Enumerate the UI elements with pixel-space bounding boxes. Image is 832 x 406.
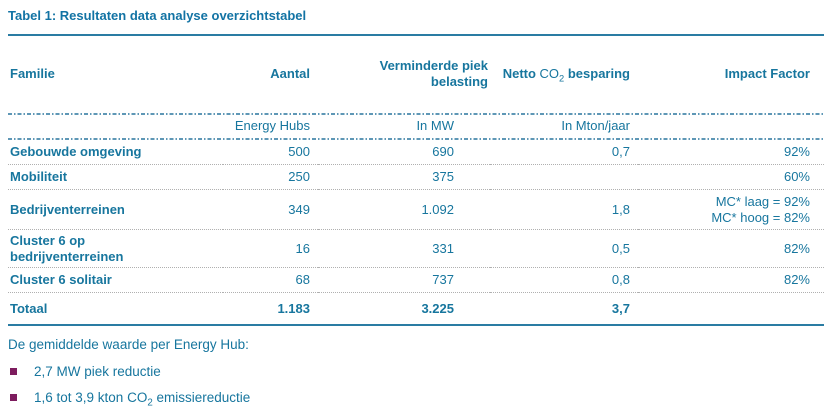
cell-count: 349 (223, 189, 318, 230)
dashdot-separator (8, 137, 824, 140)
cell-family: Mobiliteit (8, 164, 223, 190)
cell-co2: 1,8 (490, 189, 638, 230)
cell-family: Bedrijventerreinen (8, 189, 223, 230)
cell-peak: 331 (318, 229, 490, 268)
cell-peak: 690 (318, 140, 490, 165)
cell-count: 16 (223, 229, 318, 268)
unit-co2: In Mton/jaar (561, 118, 630, 134)
cell-family: Gebouwde omgeving (8, 140, 223, 165)
footer-notes: De gemiddelde waarde per Energy Hub: 2,7… (8, 337, 824, 406)
cell-count: 68 (223, 267, 318, 293)
dashdot-separator (8, 112, 824, 115)
cell-impact-total (638, 293, 824, 326)
list-item: 2,7 MW piek reductie (8, 363, 824, 380)
cell-impact: 60% (638, 164, 824, 190)
table-row: Gebouwde omgeving 500 690 0,7 92% (8, 140, 824, 165)
units-row: Energy Hubs In MW In Mton/jaar (8, 115, 824, 137)
col-header-family: Familie (10, 66, 55, 82)
col-header-co2: Netto CO2 besparing (502, 66, 630, 84)
cell-family: Cluster 6 op bedrijventerreinen (8, 229, 223, 268)
square-bullet-icon (10, 368, 17, 375)
cell-impact: MC* laag = 92% MC* hoog = 82% (638, 189, 824, 230)
cell-family-total: Totaal (10, 300, 48, 316)
cell-peak-total: 3.225 (421, 300, 454, 316)
table-row: Bedrijventerreinen 349 1.092 1,8 MC* laa… (8, 189, 824, 230)
cell-co2-total: 3,7 (611, 300, 630, 316)
cell-peak: 737 (318, 267, 490, 293)
table-row: Cluster 6 op bedrijventerreinen 16 331 0… (8, 229, 824, 268)
cell-impact: 82% (638, 229, 824, 268)
table-row: Cluster 6 solitair 68 737 0,8 82% (8, 267, 824, 293)
cell-co2: 0,5 (490, 229, 638, 268)
bullet-text: 2,7 MW piek reductie (34, 364, 161, 379)
unit-peak: In MW (416, 118, 454, 134)
table-row: Mobiliteit 250 375 60% (8, 164, 824, 190)
unit-impact (638, 115, 824, 137)
square-bullet-icon (10, 394, 17, 401)
footer-intro: De gemiddelde waarde per Energy Hub: (8, 337, 249, 352)
cell-co2: 0,7 (490, 140, 638, 165)
unit-family (8, 115, 223, 137)
cell-co2: 0,8 (490, 267, 638, 293)
cell-peak: 375 (318, 164, 490, 190)
bullet-text: 1,6 tot 3,9 kton CO2 emissiereductie (34, 390, 251, 406)
cell-count: 500 (223, 140, 318, 165)
impact-line: MC* hoog = 82% (711, 209, 810, 225)
cell-impact: 82% (638, 267, 824, 293)
col-header-peak: Verminderde piek belasting (379, 58, 488, 89)
cell-count-total: 1.183 (277, 300, 310, 316)
cell-peak: 1.092 (318, 189, 490, 230)
cell-co2 (490, 164, 638, 190)
total-row: Totaal 1.183 3.225 3,7 (8, 293, 824, 326)
impact-line: MC* laag = 92% (715, 193, 810, 209)
results-table: Familie Aantal Verminderde piek belastin… (8, 34, 824, 326)
cell-impact: 92% (638, 140, 824, 165)
unit-count: Energy Hubs (234, 118, 310, 134)
col-header-impact: Impact Factor (724, 66, 810, 82)
table-title: Tabel 1: Resultaten data analyse overzic… (8, 8, 307, 23)
cell-count: 250 (223, 164, 318, 190)
list-item: 1,6 tot 3,9 kton CO2 emissiereductie (8, 389, 824, 406)
table-header-row: Familie Aantal Verminderde piek belastin… (8, 35, 824, 112)
col-header-count: Aantal (270, 66, 310, 82)
cell-family: Cluster 6 solitair (8, 267, 223, 293)
